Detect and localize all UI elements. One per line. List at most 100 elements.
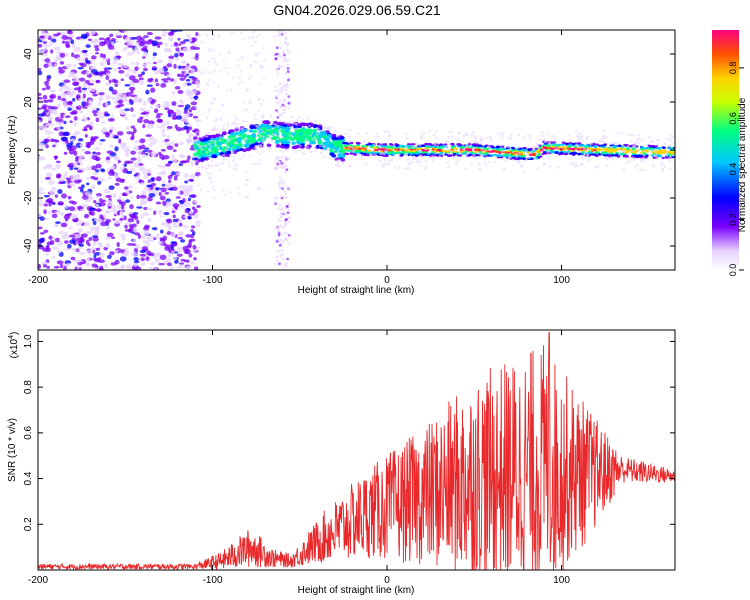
spectrogram-cell [222, 113, 226, 116]
spectrogram-cell [82, 117, 88, 122]
snr-y-tick-label: 0.2 [23, 517, 34, 531]
spectrogram-cell [54, 46, 61, 51]
spectrogram-cell [332, 148, 336, 152]
spectrogram-cell [229, 32, 233, 35]
spectrogram-cell [190, 229, 194, 233]
spectrogram-cell [228, 165, 231, 168]
spectrogram-cell [278, 166, 282, 169]
spectrogram-cell [67, 74, 74, 78]
spectrogram-cell [124, 228, 131, 232]
spectrogram-cell [196, 78, 199, 81]
spectrogram-cell [119, 217, 124, 221]
spectrogram-cell [67, 178, 71, 184]
spectrogram-cell [253, 41, 257, 44]
spectrogram-cell [195, 223, 201, 228]
spectrogram-cell [494, 150, 498, 153]
spectrogram-cell [275, 167, 279, 171]
spectrogram-cell [468, 153, 472, 157]
spectrogram-cell [416, 147, 421, 150]
spectrogram-x-tick-label: 100 [553, 275, 570, 286]
spectrogram-cell [38, 156, 46, 161]
spectrogram-cell [107, 42, 112, 47]
spectrogram-cell [82, 194, 89, 200]
spectrogram-cell [191, 56, 196, 60]
spectrogram-cell [145, 134, 152, 138]
spectrogram-cell [430, 157, 434, 160]
spectrogram-cell [108, 129, 113, 134]
spectrogram-cell [275, 144, 281, 148]
spectrogram-cell [636, 149, 640, 152]
spectrogram-cell [240, 55, 244, 59]
spectrogram-cell [483, 149, 487, 152]
spectrogram-cell [388, 151, 393, 154]
spectrogram-cell [160, 82, 167, 88]
spectrogram-cell [631, 133, 635, 137]
spectrogram-cell [189, 261, 196, 265]
spectrogram-cell [591, 146, 594, 149]
spectrogram-cell [109, 155, 114, 159]
spectrogram-cell [538, 138, 542, 141]
spectrogram-cell [478, 167, 482, 171]
colorbar-tick-label: 0.8 [728, 62, 738, 75]
spectrogram-cell [213, 96, 216, 100]
spectrogram-cell [131, 214, 136, 219]
spectrogram-cell [182, 184, 187, 188]
spectrogram-cell [389, 147, 393, 151]
spectrogram-cell [283, 237, 287, 241]
spectrogram-cell [176, 172, 180, 176]
spectrogram-cell [163, 243, 168, 247]
spectrogram-cell [249, 155, 253, 158]
spectrogram-cell [73, 121, 77, 127]
spectrogram-cell [87, 38, 92, 42]
spectrogram-cell [279, 90, 283, 93]
spectrogram-cell [66, 262, 71, 267]
spectrogram-cell [131, 114, 136, 118]
spectrogram-cell [596, 165, 600, 168]
spectrogram-cell [66, 142, 73, 148]
spectrogram-cell [665, 153, 669, 156]
spectrogram-cell [81, 203, 88, 208]
spectrogram-cell [212, 57, 216, 60]
spectrogram-cell [352, 153, 357, 156]
spectrogram-cell [86, 182, 90, 186]
spectrogram-cell [474, 156, 478, 160]
spectrogram-cell [91, 155, 99, 161]
spectrogram-cell [261, 113, 265, 117]
spectrogram-cell [185, 113, 190, 119]
spectrogram-cell [105, 156, 111, 161]
spectrogram-cell [252, 31, 255, 34]
spectrogram-cell [59, 230, 64, 235]
spectrogram-cell [162, 104, 168, 108]
spectrogram-cell [532, 146, 536, 150]
spectrogram-cell [235, 123, 239, 126]
spectrogram-cell [118, 99, 124, 105]
spectrogram-cell [411, 143, 416, 146]
spectrogram-cell [128, 184, 133, 190]
spectrogram-cell [186, 139, 191, 144]
spectrogram-cell [424, 147, 428, 151]
snr-frame [37, 329, 676, 571]
spectrogram-cell [466, 151, 469, 155]
spectrogram-cell [206, 189, 210, 193]
spectrogram-cell [51, 167, 57, 171]
spectrogram-cell [95, 80, 99, 84]
spectrogram-cell [472, 154, 476, 157]
spectrogram-cell [63, 79, 71, 84]
spectrogram-cell [133, 46, 140, 53]
spectrogram-cell [142, 124, 146, 129]
spectrogram-cell [179, 77, 186, 81]
spectrogram-cell [327, 128, 331, 131]
spectrogram-cell [458, 131, 462, 134]
spectrogram-cell [113, 267, 120, 270]
spectrogram-cell [605, 136, 609, 139]
spectrogram-cell [357, 154, 360, 157]
spectrogram-cell [181, 71, 186, 74]
spectrogram-cell [167, 175, 172, 180]
spectrogram-cell [38, 198, 42, 202]
spectrogram-cell [212, 34, 216, 38]
spectrogram-cell [287, 220, 291, 224]
spectrogram-cell [502, 168, 506, 172]
spectrogram-cell [211, 146, 217, 151]
spectrogram-cell [85, 262, 90, 266]
spectrogram-y-tick-label: 40 [23, 48, 34, 60]
